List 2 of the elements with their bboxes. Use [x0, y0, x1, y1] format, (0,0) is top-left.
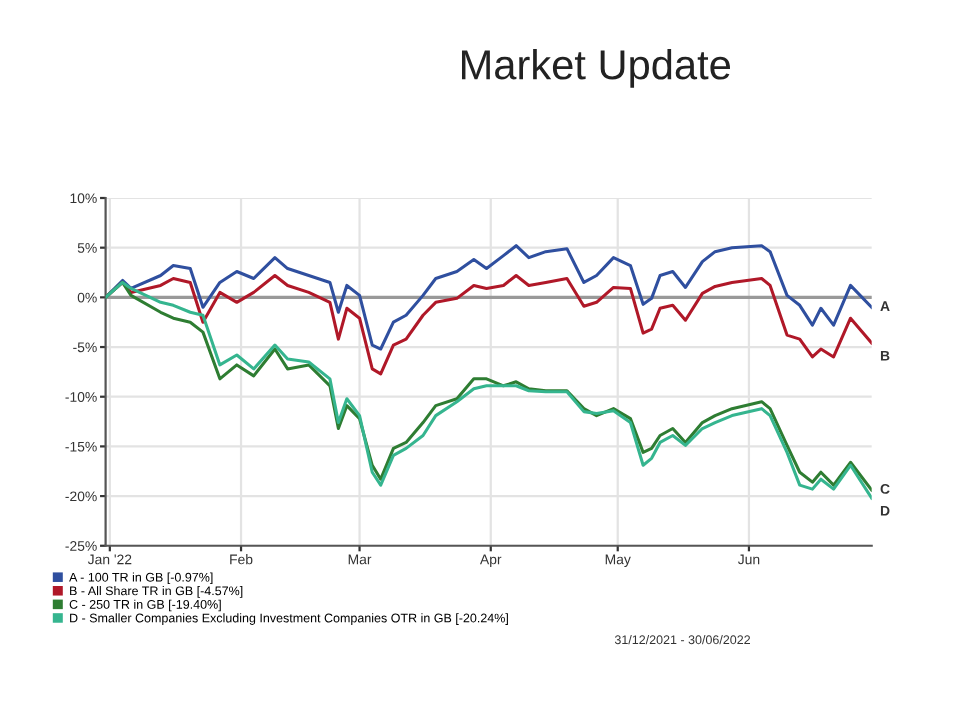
chart-title: Market Update — [461, 48, 730, 88]
line-series — [105, 244, 872, 351]
